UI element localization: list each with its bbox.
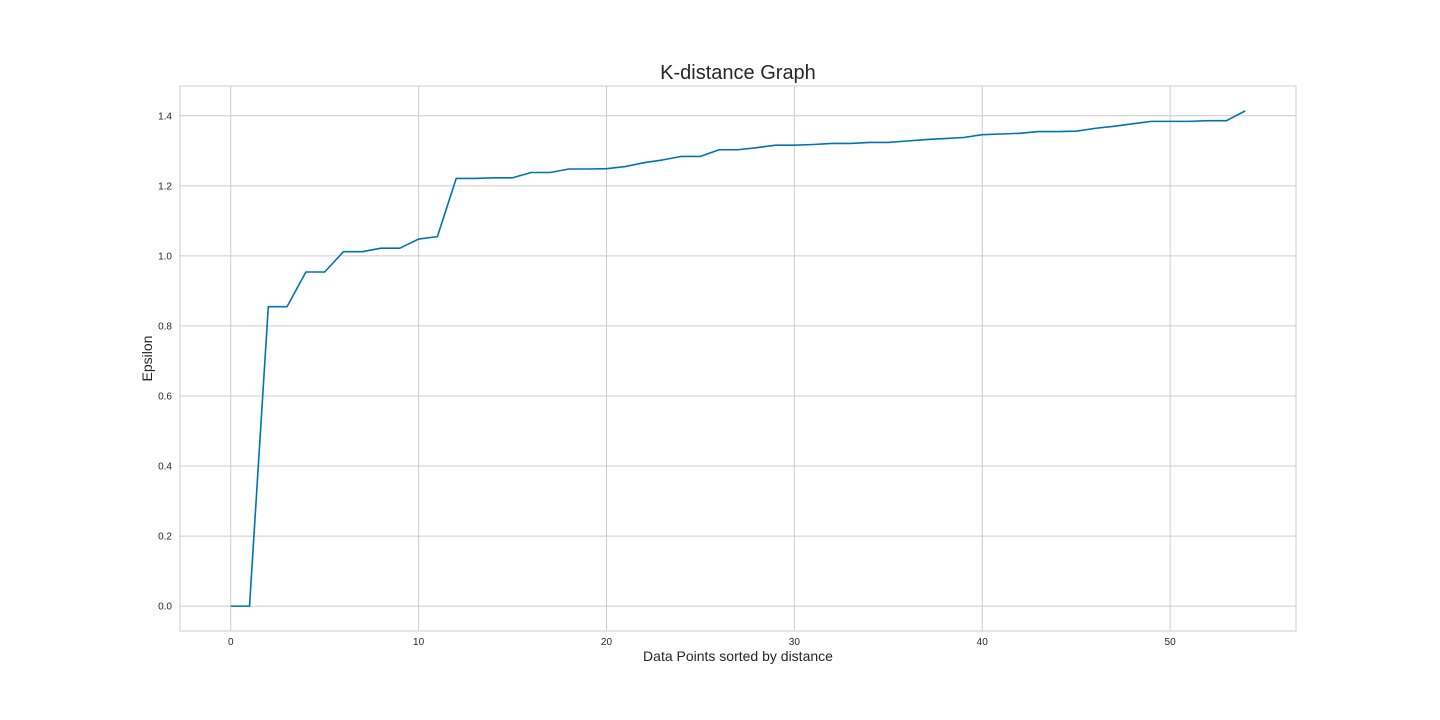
y-axis-title: Epsilon — [139, 336, 155, 382]
series-layer — [230, 110, 1246, 607]
grid-lines — [180, 86, 1296, 631]
x-axis-ticks: 0 10 20 30 40 50 — [228, 637, 1176, 648]
series-line — [230, 110, 1246, 607]
y-tick-label: 1.2 — [158, 181, 172, 192]
y-tick-label: 0.4 — [158, 462, 172, 473]
chart-title: K-distance Graph — [660, 62, 816, 84]
y-tick-label: 0.6 — [158, 391, 172, 402]
y-tick-label: 0.2 — [158, 532, 172, 543]
x-tick-label: 10 — [413, 637, 425, 648]
y-tick-label: 0.0 — [158, 602, 172, 613]
x-tick-label: 0 — [228, 637, 234, 648]
x-tick-label: 30 — [789, 637, 801, 648]
y-axis-ticks: 0.0 0.2 0.4 0.6 0.8 1.0 1.2 1.4 — [158, 111, 172, 612]
x-tick-label: 20 — [601, 637, 613, 648]
x-tick-label: 40 — [977, 637, 989, 648]
y-tick-label: 1.0 — [158, 251, 172, 262]
x-tick-label: 50 — [1165, 637, 1177, 648]
x-axis-title: Data Points sorted by distance — [643, 648, 833, 664]
y-tick-label: 1.4 — [158, 111, 172, 122]
plot-area-frame — [179, 85, 1297, 632]
y-tick-label: 0.8 — [158, 321, 172, 332]
